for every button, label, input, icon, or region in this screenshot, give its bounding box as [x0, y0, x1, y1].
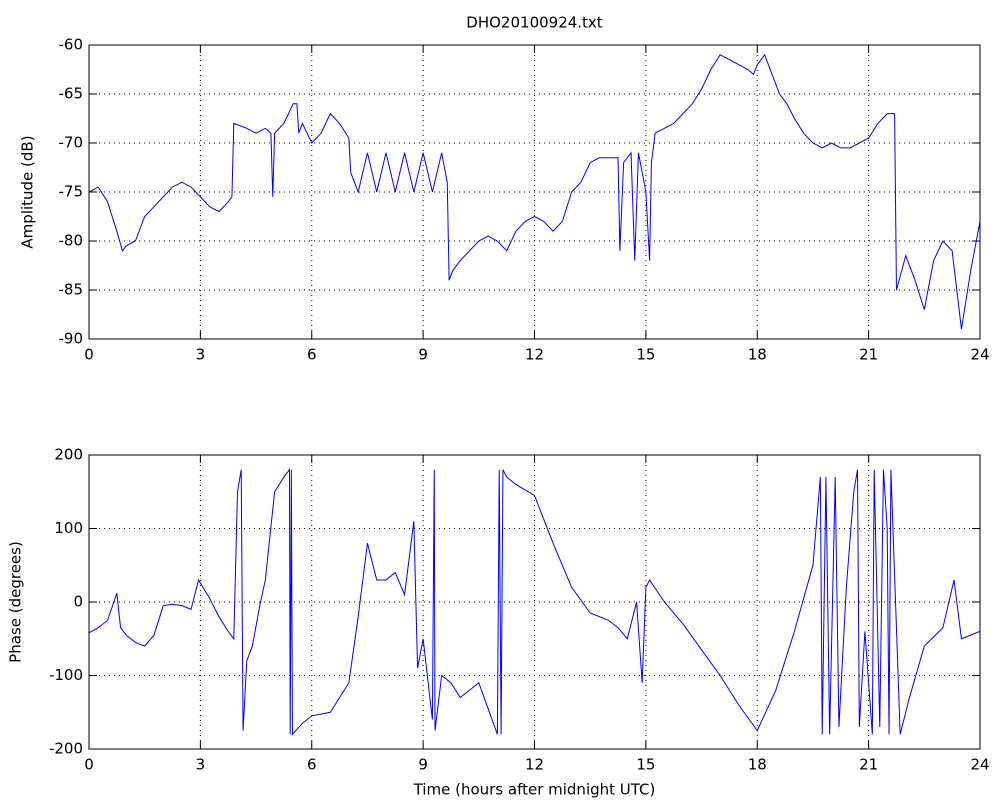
x-tick-label: 9: [418, 346, 428, 364]
x-axis-label: Time (hours after midnight UTC): [413, 781, 656, 799]
y-tick-label: -70: [59, 134, 84, 152]
y-tick-label: -100: [49, 666, 83, 684]
y-tick-label: -80: [59, 232, 84, 250]
y-tick-label: -60: [59, 36, 84, 54]
plot-frame: [88, 44, 981, 340]
y-tick-label: 200: [54, 446, 83, 464]
x-tick-label: 6: [307, 756, 317, 774]
chart-title: DHO20100924.txt: [466, 14, 603, 32]
y-tick-label: 0: [73, 593, 83, 611]
x-tick-label: 12: [525, 756, 544, 774]
x-tick-label: 15: [636, 756, 655, 774]
x-tick-label: 24: [970, 756, 989, 774]
x-tick-label: 15: [636, 346, 655, 364]
x-tick-label: 21: [859, 346, 878, 364]
x-tick-label: 18: [748, 346, 767, 364]
x-tick-label: 0: [84, 346, 94, 364]
x-tick-label: 12: [525, 346, 544, 364]
y-tick-label: -75: [59, 183, 84, 201]
y-tick-label: 100: [54, 519, 83, 537]
x-tick-label: 3: [196, 346, 206, 364]
data-line: [88, 53, 981, 330]
x-tick-label: 21: [859, 756, 878, 774]
y-tick-label: -90: [59, 330, 84, 348]
plot-frame: [88, 454, 981, 750]
x-tick-label: 24: [970, 346, 989, 364]
x-tick-label: 3: [196, 756, 206, 774]
y-axis-label: Phase (degrees): [7, 541, 25, 663]
y-tick-label: -85: [59, 281, 84, 299]
x-tick-label: 0: [84, 756, 94, 774]
y-axis-label: Amplitude (dB): [19, 135, 37, 248]
x-tick-label: 18: [748, 756, 767, 774]
data-line: [88, 468, 981, 736]
y-tick-label: -65: [59, 85, 84, 103]
y-tick-label: -200: [49, 740, 83, 758]
x-tick-label: 6: [307, 346, 317, 364]
x-tick-label: 9: [418, 756, 428, 774]
